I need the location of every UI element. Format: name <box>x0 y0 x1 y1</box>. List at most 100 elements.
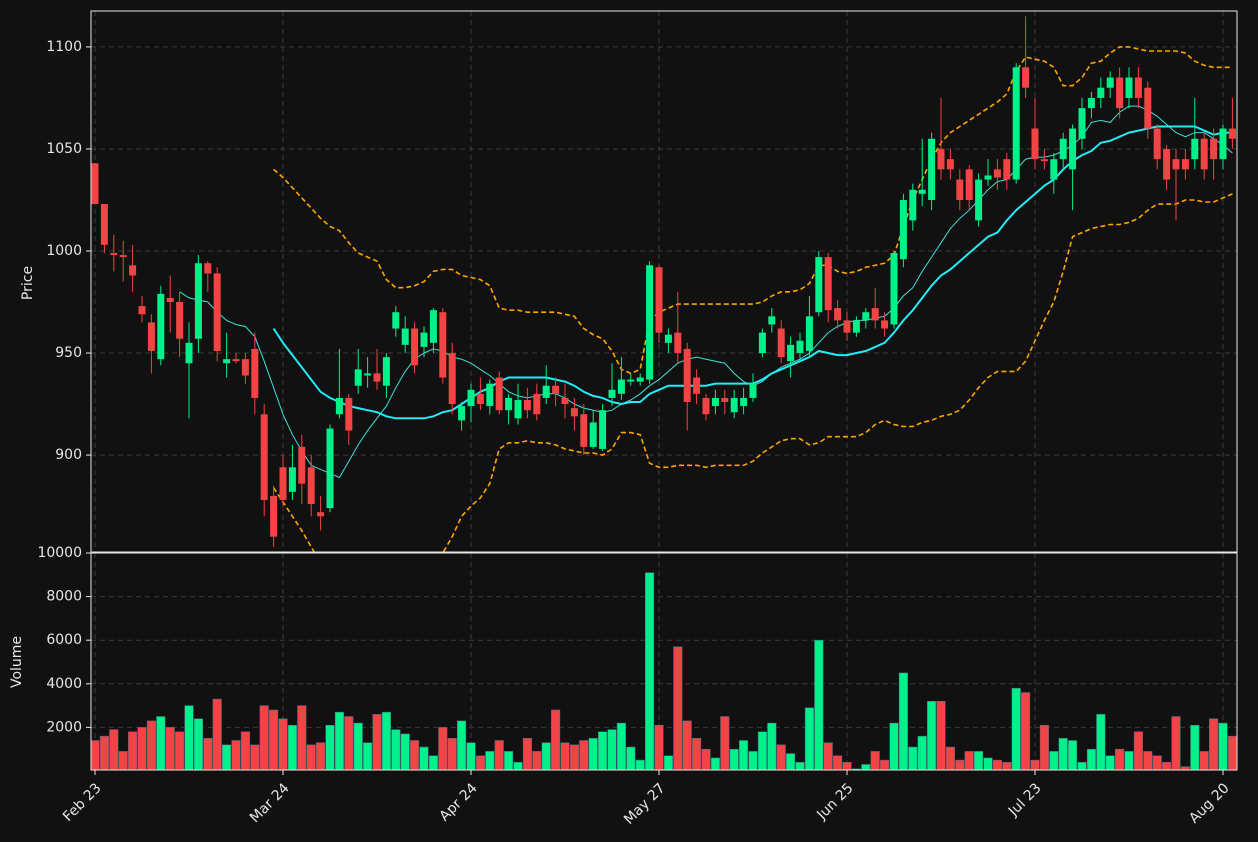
volume-bar <box>870 751 880 770</box>
candle-body <box>147 322 155 351</box>
volume-bar <box>222 744 232 770</box>
candle-body <box>646 265 654 380</box>
candle-body <box>796 340 804 354</box>
candle-body <box>552 385 560 394</box>
volume-bar <box>175 731 185 770</box>
candle-body <box>213 273 221 351</box>
candle-body <box>674 332 682 354</box>
volume-bar <box>259 705 269 770</box>
volume-bar <box>1190 724 1200 770</box>
candle-body <box>392 312 400 329</box>
volume-bar <box>654 724 664 770</box>
volume-bar <box>325 724 335 770</box>
volume-bar <box>1227 735 1237 770</box>
volume-bar <box>1218 722 1228 770</box>
volume-bar <box>992 759 1002 770</box>
volume-bar <box>663 755 673 770</box>
volume-bar <box>645 572 655 770</box>
candle-body <box>335 397 343 415</box>
volume-bar <box>833 755 843 770</box>
volume-bar <box>316 742 326 770</box>
volume-bar <box>927 700 937 770</box>
candle-body <box>702 397 710 415</box>
candle-body <box>589 422 597 447</box>
candle-body <box>429 310 437 343</box>
volume-bar <box>532 751 542 770</box>
volume-bar <box>287 724 297 770</box>
candle-body <box>1106 77 1114 88</box>
candle-body <box>373 373 381 382</box>
volume-bar <box>269 709 279 770</box>
volume-bar <box>1115 748 1125 770</box>
candle-body <box>523 399 531 411</box>
candle-body <box>1012 67 1020 180</box>
candle-body <box>730 397 738 413</box>
y-tick-label: 2000 <box>46 719 82 735</box>
candle-body <box>608 389 616 398</box>
y-tick-label: 950 <box>55 345 82 361</box>
volume-bar <box>842 762 852 770</box>
volume-bar <box>701 748 711 770</box>
volume-bar <box>381 711 391 770</box>
volume-bar <box>457 720 467 770</box>
candle-body <box>1210 138 1218 160</box>
y-tick-label: 1100 <box>46 39 82 55</box>
candle-body <box>862 312 870 321</box>
candle-body <box>420 332 428 347</box>
candle-body <box>1172 159 1180 170</box>
candle-body <box>1153 128 1161 160</box>
volume-bar <box>767 722 777 770</box>
candle-body <box>655 267 663 333</box>
candle-body <box>937 148 945 170</box>
volume-bar <box>616 722 626 770</box>
candle-body <box>946 159 954 170</box>
volume-bar <box>250 744 260 770</box>
candle-body <box>467 389 475 407</box>
volume-bar <box>748 751 758 770</box>
volume-bar <box>466 742 476 770</box>
volume-bar <box>898 672 908 770</box>
volume-bar <box>438 727 448 770</box>
volume-bar <box>334 711 344 770</box>
volume-bar <box>964 751 974 770</box>
volume-bar <box>776 744 786 770</box>
candle-body <box>298 446 306 484</box>
candle-body <box>993 169 1001 178</box>
volume-bar <box>936 700 946 770</box>
candle-body <box>1097 87 1105 98</box>
volume-bar <box>137 727 147 770</box>
volume-bar <box>729 748 739 770</box>
volume-bar <box>522 738 532 770</box>
candle-body <box>1116 77 1124 109</box>
candle-body <box>1078 108 1086 139</box>
candle-body <box>1059 138 1067 160</box>
volume-bar <box>428 755 438 770</box>
candle-body <box>91 163 99 205</box>
volume-bar <box>541 742 551 770</box>
candle-body <box>157 293 165 360</box>
volume-bar <box>1086 748 1096 770</box>
volume-bar <box>720 716 730 770</box>
candle-body <box>899 199 907 260</box>
y-tick-label: 10000 <box>37 545 82 561</box>
candle-body <box>326 428 334 509</box>
volume-bar <box>945 746 955 770</box>
volume-plot <box>91 553 1237 770</box>
volume-bar <box>1039 724 1049 770</box>
candle-body <box>636 377 644 382</box>
candle-body <box>928 138 936 200</box>
candle-body <box>176 302 184 339</box>
candle-body <box>693 377 701 394</box>
volume-bar <box>118 751 128 770</box>
candle-body <box>881 320 889 329</box>
candle-body <box>1125 77 1133 98</box>
candle-body <box>1069 128 1077 170</box>
volume-bar <box>588 738 598 770</box>
volume-bar <box>983 757 993 770</box>
candle-body <box>458 406 466 421</box>
volume-bar <box>212 698 222 770</box>
candle-body <box>843 320 851 333</box>
candle-body <box>740 397 748 407</box>
volume-bar <box>1058 738 1068 770</box>
candle-body <box>683 348 691 403</box>
